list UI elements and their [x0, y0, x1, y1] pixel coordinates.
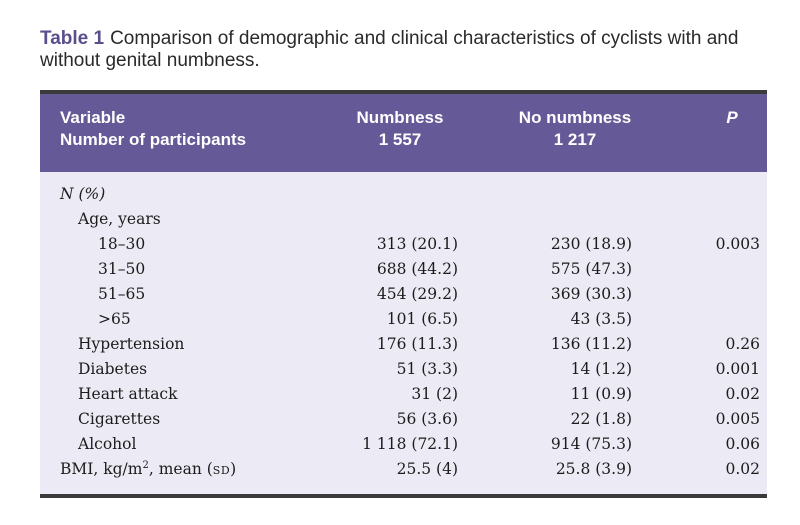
cell-no-numbness: 575 (47.3) [550, 260, 632, 278]
row-label: Diabetes [78, 360, 148, 378]
row-label: 51–65 [98, 285, 146, 303]
cell-no-numbness: 369 (30.3) [550, 285, 632, 303]
header-no-numbness-n: 1 217 [553, 130, 597, 149]
row-label: Alcohol [78, 435, 137, 453]
table-row: Diabetes 51 (3.3) 14 (1.2) 0.001 [40, 357, 767, 382]
cell-numbness: 313 (20.1) [376, 235, 458, 253]
row-label: 31–50 [98, 260, 146, 278]
bmi-label-c: ) [230, 460, 237, 478]
table-row: Hypertension 176 (11.3) 136 (11.2) 0.26 [40, 332, 767, 357]
cell-numbness: 56 (3.6) [396, 410, 458, 428]
row-label: BMI, kg/m2, mean (sd) [60, 457, 236, 483]
table-row: Age, years [40, 207, 767, 232]
header-numbness-n: 1 557 [378, 130, 422, 149]
cell-no-numbness: 22 (1.8) [570, 410, 632, 428]
header-participants: Number of participants [60, 130, 247, 149]
row-label: Age, years [78, 210, 161, 228]
row-label: Hypertension [78, 335, 185, 353]
table-row: >65 101 (6.5) 43 (3.5) [40, 307, 767, 332]
section-row: N (%) [40, 182, 767, 207]
cell-no-numbness: 136 (11.2) [550, 335, 632, 353]
bmi-label-sup: 2 [142, 459, 149, 471]
row-label: Cigarettes [78, 410, 161, 428]
header-numbness-cell: Numbness 1 557 [340, 107, 460, 151]
header-numbness: Numbness [356, 108, 444, 127]
cell-no-numbness: 25.8 (3.9) [555, 460, 632, 478]
cell-no-numbness: 43 (3.5) [570, 310, 632, 328]
bottom-rule [40, 494, 767, 498]
table-header: Variable Number of participants Numbness… [40, 94, 767, 172]
row-label: >65 [98, 310, 131, 328]
cell-numbness: 51 (3.3) [396, 360, 458, 378]
cell-numbness: 101 (6.5) [386, 310, 458, 328]
cell-no-numbness: 11 (0.9) [570, 385, 632, 403]
header-variable-cell: Variable Number of participants [60, 107, 246, 151]
table-row: Heart attack 31 (2) 11 (0.9) 0.02 [40, 382, 767, 407]
section-label: N (%) [60, 185, 106, 203]
bmi-label-a: BMI, kg/m [60, 460, 143, 478]
caption-text: Comparison of demographic and clinical c… [40, 28, 739, 71]
cell-p: 0.06 [725, 435, 760, 453]
table-row-bmi: BMI, kg/m2, mean (sd) 25.5 (4) 25.8 (3.9… [40, 457, 767, 482]
bmi-label-b: , mean ( [148, 460, 213, 478]
bmi-label-sd: sd [212, 464, 231, 477]
table-row: 51–65 454 (29.2) 369 (30.3) [40, 282, 767, 307]
header-variable: Variable [60, 108, 126, 127]
table-label: Table 1 [40, 28, 105, 49]
cell-numbness: 25.5 (4) [396, 460, 458, 478]
cell-numbness: 454 (29.2) [376, 285, 458, 303]
cell-numbness: 176 (11.3) [376, 335, 458, 353]
header-no-numbness: No numbness [518, 108, 632, 127]
cell-p: 0.001 [715, 360, 760, 378]
cell-no-numbness: 14 (1.2) [570, 360, 632, 378]
cell-numbness: 31 (2) [411, 385, 458, 403]
row-label: Heart attack [78, 385, 178, 403]
cell-no-numbness: 914 (75.3) [550, 435, 632, 453]
table-row: 31–50 688 (44.2) 575 (47.3) [40, 257, 767, 282]
header-p: P [726, 108, 738, 127]
cell-numbness: 1 118 (72.1) [362, 435, 458, 453]
cell-p: 0.02 [725, 460, 760, 478]
cell-numbness: 688 (44.2) [376, 260, 458, 278]
data-table: Variable Number of participants Numbness… [40, 90, 767, 498]
header-no-numbness-cell: No numbness 1 217 [500, 107, 650, 151]
table-row: Cigarettes 56 (3.6) 22 (1.8) 0.005 [40, 407, 767, 432]
cell-no-numbness: 230 (18.9) [550, 235, 632, 253]
cell-p: 0.003 [715, 235, 760, 253]
table-row: 18–30 313 (20.1) 230 (18.9) 0.003 [40, 232, 767, 257]
row-label: 18–30 [98, 235, 146, 253]
top-rule [40, 90, 767, 94]
cell-p: 0.005 [715, 410, 760, 428]
table-row: Alcohol 1 118 (72.1) 914 (75.3) 0.06 [40, 432, 767, 457]
table-caption: Table 1 Comparison of demographic and cli… [40, 28, 760, 72]
cell-p: 0.02 [725, 385, 760, 403]
cell-p: 0.26 [725, 335, 760, 353]
